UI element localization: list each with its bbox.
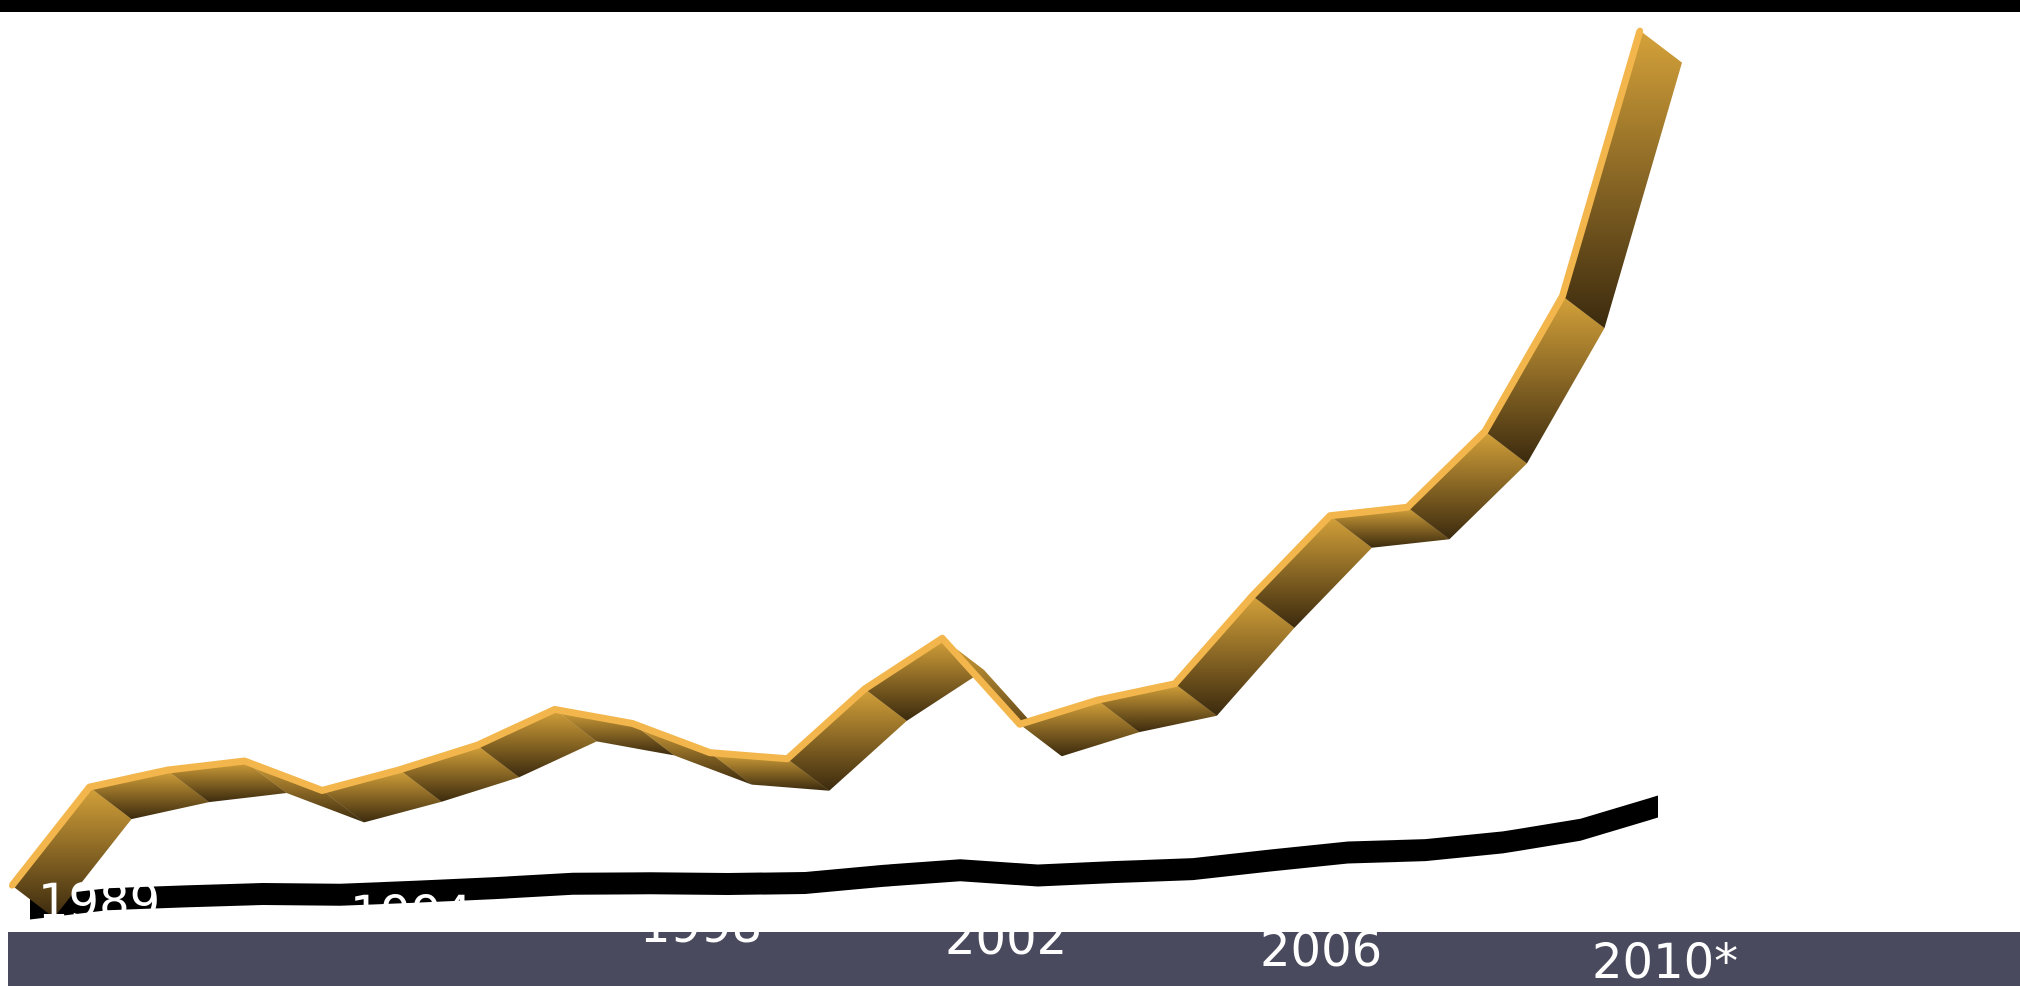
data-point: [629, 720, 636, 727]
data-point: [1559, 293, 1566, 300]
data-point: [396, 766, 403, 773]
top-border: [0, 0, 2020, 12]
ribbon-segment: [554, 709, 675, 756]
ribbon-series: [9, 27, 1682, 918]
data-point: [319, 787, 326, 794]
ribbon-segment: [1562, 30, 1682, 329]
ribbon-segment: [1174, 595, 1295, 716]
data-point: [1637, 27, 1643, 34]
ribbon-segment: [787, 688, 907, 791]
x-tick-label: 1998: [640, 898, 762, 954]
ribbon-segment: [1407, 431, 1527, 540]
data-point: [706, 749, 713, 756]
data-point: [1171, 680, 1178, 687]
data-point: [1094, 697, 1101, 704]
axis-band: [8, 932, 2020, 986]
ribbon-segment: [709, 752, 830, 791]
ribbon-segment: [632, 723, 752, 785]
ribbon-floor-shadow: [30, 795, 1658, 920]
ribbon-shadow: [30, 795, 1658, 920]
ribbon-segment: [244, 761, 365, 823]
x-tick-label: 2006: [1260, 922, 1382, 978]
data-point: [1481, 428, 1488, 435]
data-point: [1016, 721, 1023, 728]
ribbon-top-edge: [9, 29, 1644, 888]
data-point: [164, 767, 171, 774]
ribbon-segment: [1252, 515, 1372, 628]
data-point: [241, 758, 248, 765]
data-point: [551, 706, 558, 713]
x-axis-labels: 1989 1994 1998 2002 2006 2010*: [38, 874, 1738, 986]
x-tick-label: 2010*: [1592, 934, 1738, 986]
data-point: [1249, 592, 1256, 599]
ribbon-segment: [1019, 700, 1140, 757]
data-point: [9, 882, 15, 889]
x-tick-label: 2002: [945, 910, 1067, 966]
ribbon-segment: [864, 638, 985, 721]
ribbon-segment: [1329, 507, 1450, 548]
x-tick-label: 1989: [38, 874, 160, 930]
ribbon-segment: [12, 787, 132, 918]
data-point: [474, 742, 481, 749]
ribbon-segment: [167, 761, 287, 803]
ribbon-segment: [477, 709, 597, 778]
data-point: [1404, 504, 1411, 511]
data-point: [861, 685, 868, 692]
data-point: [939, 635, 946, 642]
data-point: [86, 784, 93, 791]
data-point: [784, 755, 791, 762]
data-point: [1326, 512, 1333, 519]
x-tick-label: 1994: [350, 886, 472, 942]
ribbon-segment: [1484, 296, 1605, 464]
ribbon-segment: [399, 745, 520, 802]
